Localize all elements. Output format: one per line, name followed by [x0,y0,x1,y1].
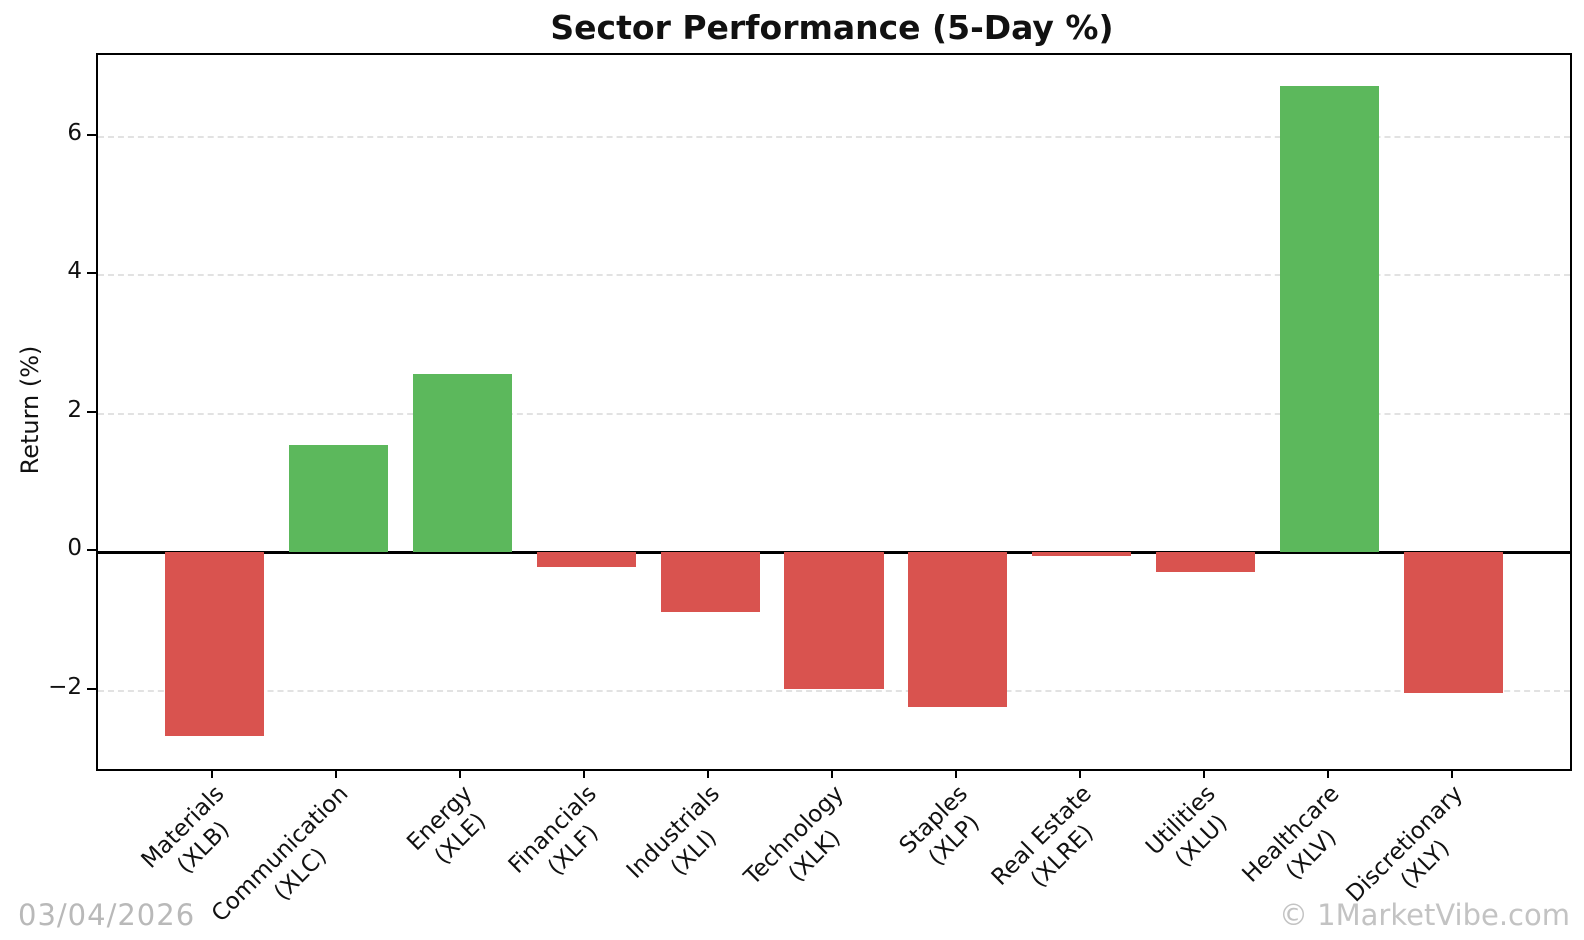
gridline-y4 [98,274,1570,277]
x-tick-label-2: Energy (XLE) [401,780,499,878]
x-tick-mark-6 [954,769,957,778]
y-tick-mark-6 [87,133,96,136]
chart-title: Sector Performance (5-Day %) [550,8,1114,47]
x-tick-label-3: Financials (XLF) [503,780,623,900]
gridline-y6 [98,135,1570,138]
plot-area [96,53,1572,771]
bar-xlu [1156,552,1256,572]
y-tick-mark-4 [87,272,96,275]
gridline-y-2 [98,689,1570,692]
y-tick-label-4: 4 [67,258,82,285]
y-tick-label-6: 6 [67,119,82,146]
date-label: 03/04/2026 [18,898,196,932]
x-tick-label-0: Materials (XLB) [136,780,251,895]
x-tick-mark-5 [831,769,833,778]
x-tick-mark-8 [1202,769,1205,778]
bar-xle [412,373,512,553]
watermark: © 1MarketVibe.com [1278,898,1570,932]
bar-xly [1403,552,1504,693]
x-tick-mark-10 [1450,769,1453,778]
bar-xlv [1280,86,1380,553]
y-tick-label--2: −2 [48,673,82,700]
x-tick-label-6: Staples (XLP) [894,780,995,881]
y-tick-mark--2 [87,687,96,690]
bar-xlk [784,552,884,689]
x-tick-label-7: Real Estate (XLRE) [986,780,1118,912]
y-tick-mark-2 [87,410,96,413]
x-tick-mark-9 [1326,769,1329,778]
bar-xlre [1032,552,1132,557]
bar-xlb [164,552,265,737]
y-tick-label-2: 2 [67,396,82,423]
x-tick-label-4: Industrials (XLI) [621,780,746,905]
x-tick-mark-1 [335,769,338,778]
bar-xlc [288,444,388,553]
bar-xlf [536,552,636,567]
x-tick-mark-7 [1078,769,1081,778]
y-tick-mark-0 [87,549,96,552]
x-tick-mark-0 [211,769,214,778]
bar-xli [660,552,760,613]
x-tick-label-5: Technology (XLK) [739,780,871,912]
gridline-y2 [98,412,1570,415]
x-tick-mark-3 [583,769,586,778]
x-tick-label-8: Utilities (XLU) [1140,780,1242,882]
x-tick-mark-2 [459,769,462,778]
x-tick-mark-4 [707,769,710,778]
y-tick-label-0: 0 [67,535,82,562]
bar-xlp [908,552,1008,707]
